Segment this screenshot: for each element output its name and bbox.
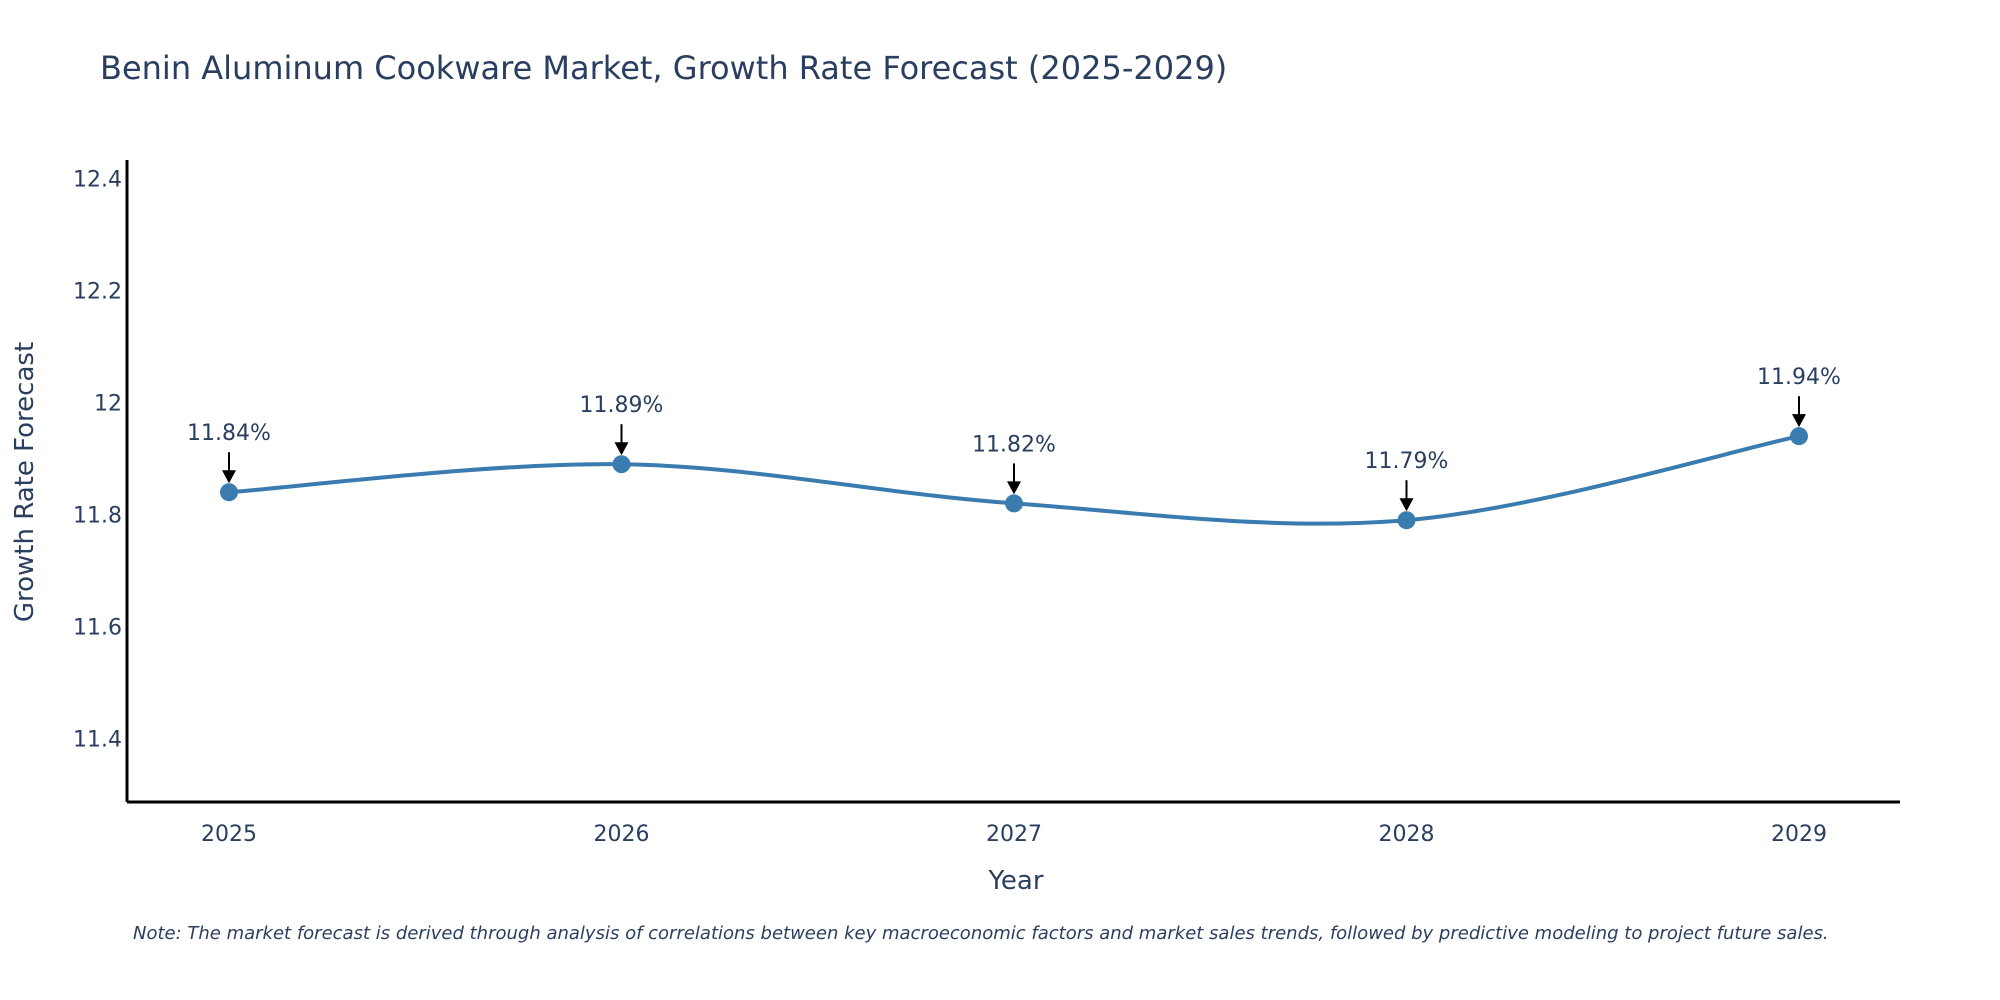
data-label: 11.94% (1757, 365, 1841, 390)
data-point (220, 483, 238, 502)
x-axis-title: Year (987, 866, 1043, 896)
series-layer (220, 427, 1808, 530)
annotation-arrowhead (1792, 414, 1806, 428)
y-tick-label: 11.6 (73, 616, 122, 641)
y-axis: 11.4 11.6 11.8 12 12.2 12.4 (73, 160, 129, 802)
data-point (1397, 511, 1416, 530)
annotation-arrowhead (1007, 481, 1021, 495)
chart-note: Note: The market forecast is derived thr… (133, 923, 1829, 944)
annotation-arrowhead (614, 442, 629, 456)
x-tick-label: 2025 (201, 822, 257, 847)
x-tick-label: 2027 (986, 822, 1042, 847)
x-tick-label: 2029 (1771, 822, 1827, 847)
data-label: 11.79% (1365, 449, 1449, 474)
annotation-arrowhead (1399, 498, 1414, 512)
data-point (612, 455, 631, 474)
data-label: 11.84% (187, 421, 271, 446)
data-label: 11.82% (972, 432, 1056, 457)
annotation-layer: 11.84% 11.89% 11.82% 11.79% 11.94% (187, 365, 1841, 512)
x-tick-label: 2028 (1379, 822, 1435, 847)
x-axis: 2025 2026 2027 2028 2029 (127, 800, 1900, 847)
y-tick-label: 12 (94, 392, 122, 417)
y-axis-title: Growth Rate Forecast (10, 342, 40, 622)
y-tick-label: 12.2 (73, 280, 122, 305)
x-tick-label: 2026 (594, 822, 650, 847)
data-point (1005, 494, 1023, 513)
annotation-arrowhead (222, 470, 236, 484)
y-tick-label: 11.4 (73, 728, 122, 753)
y-tick-label: 11.8 (73, 504, 122, 529)
y-tick-label: 12.4 (73, 167, 122, 192)
data-point (1790, 427, 1808, 446)
data-label: 11.89% (580, 393, 664, 418)
chart-title: Benin Aluminum Cookware Market, Growth R… (100, 49, 1227, 87)
